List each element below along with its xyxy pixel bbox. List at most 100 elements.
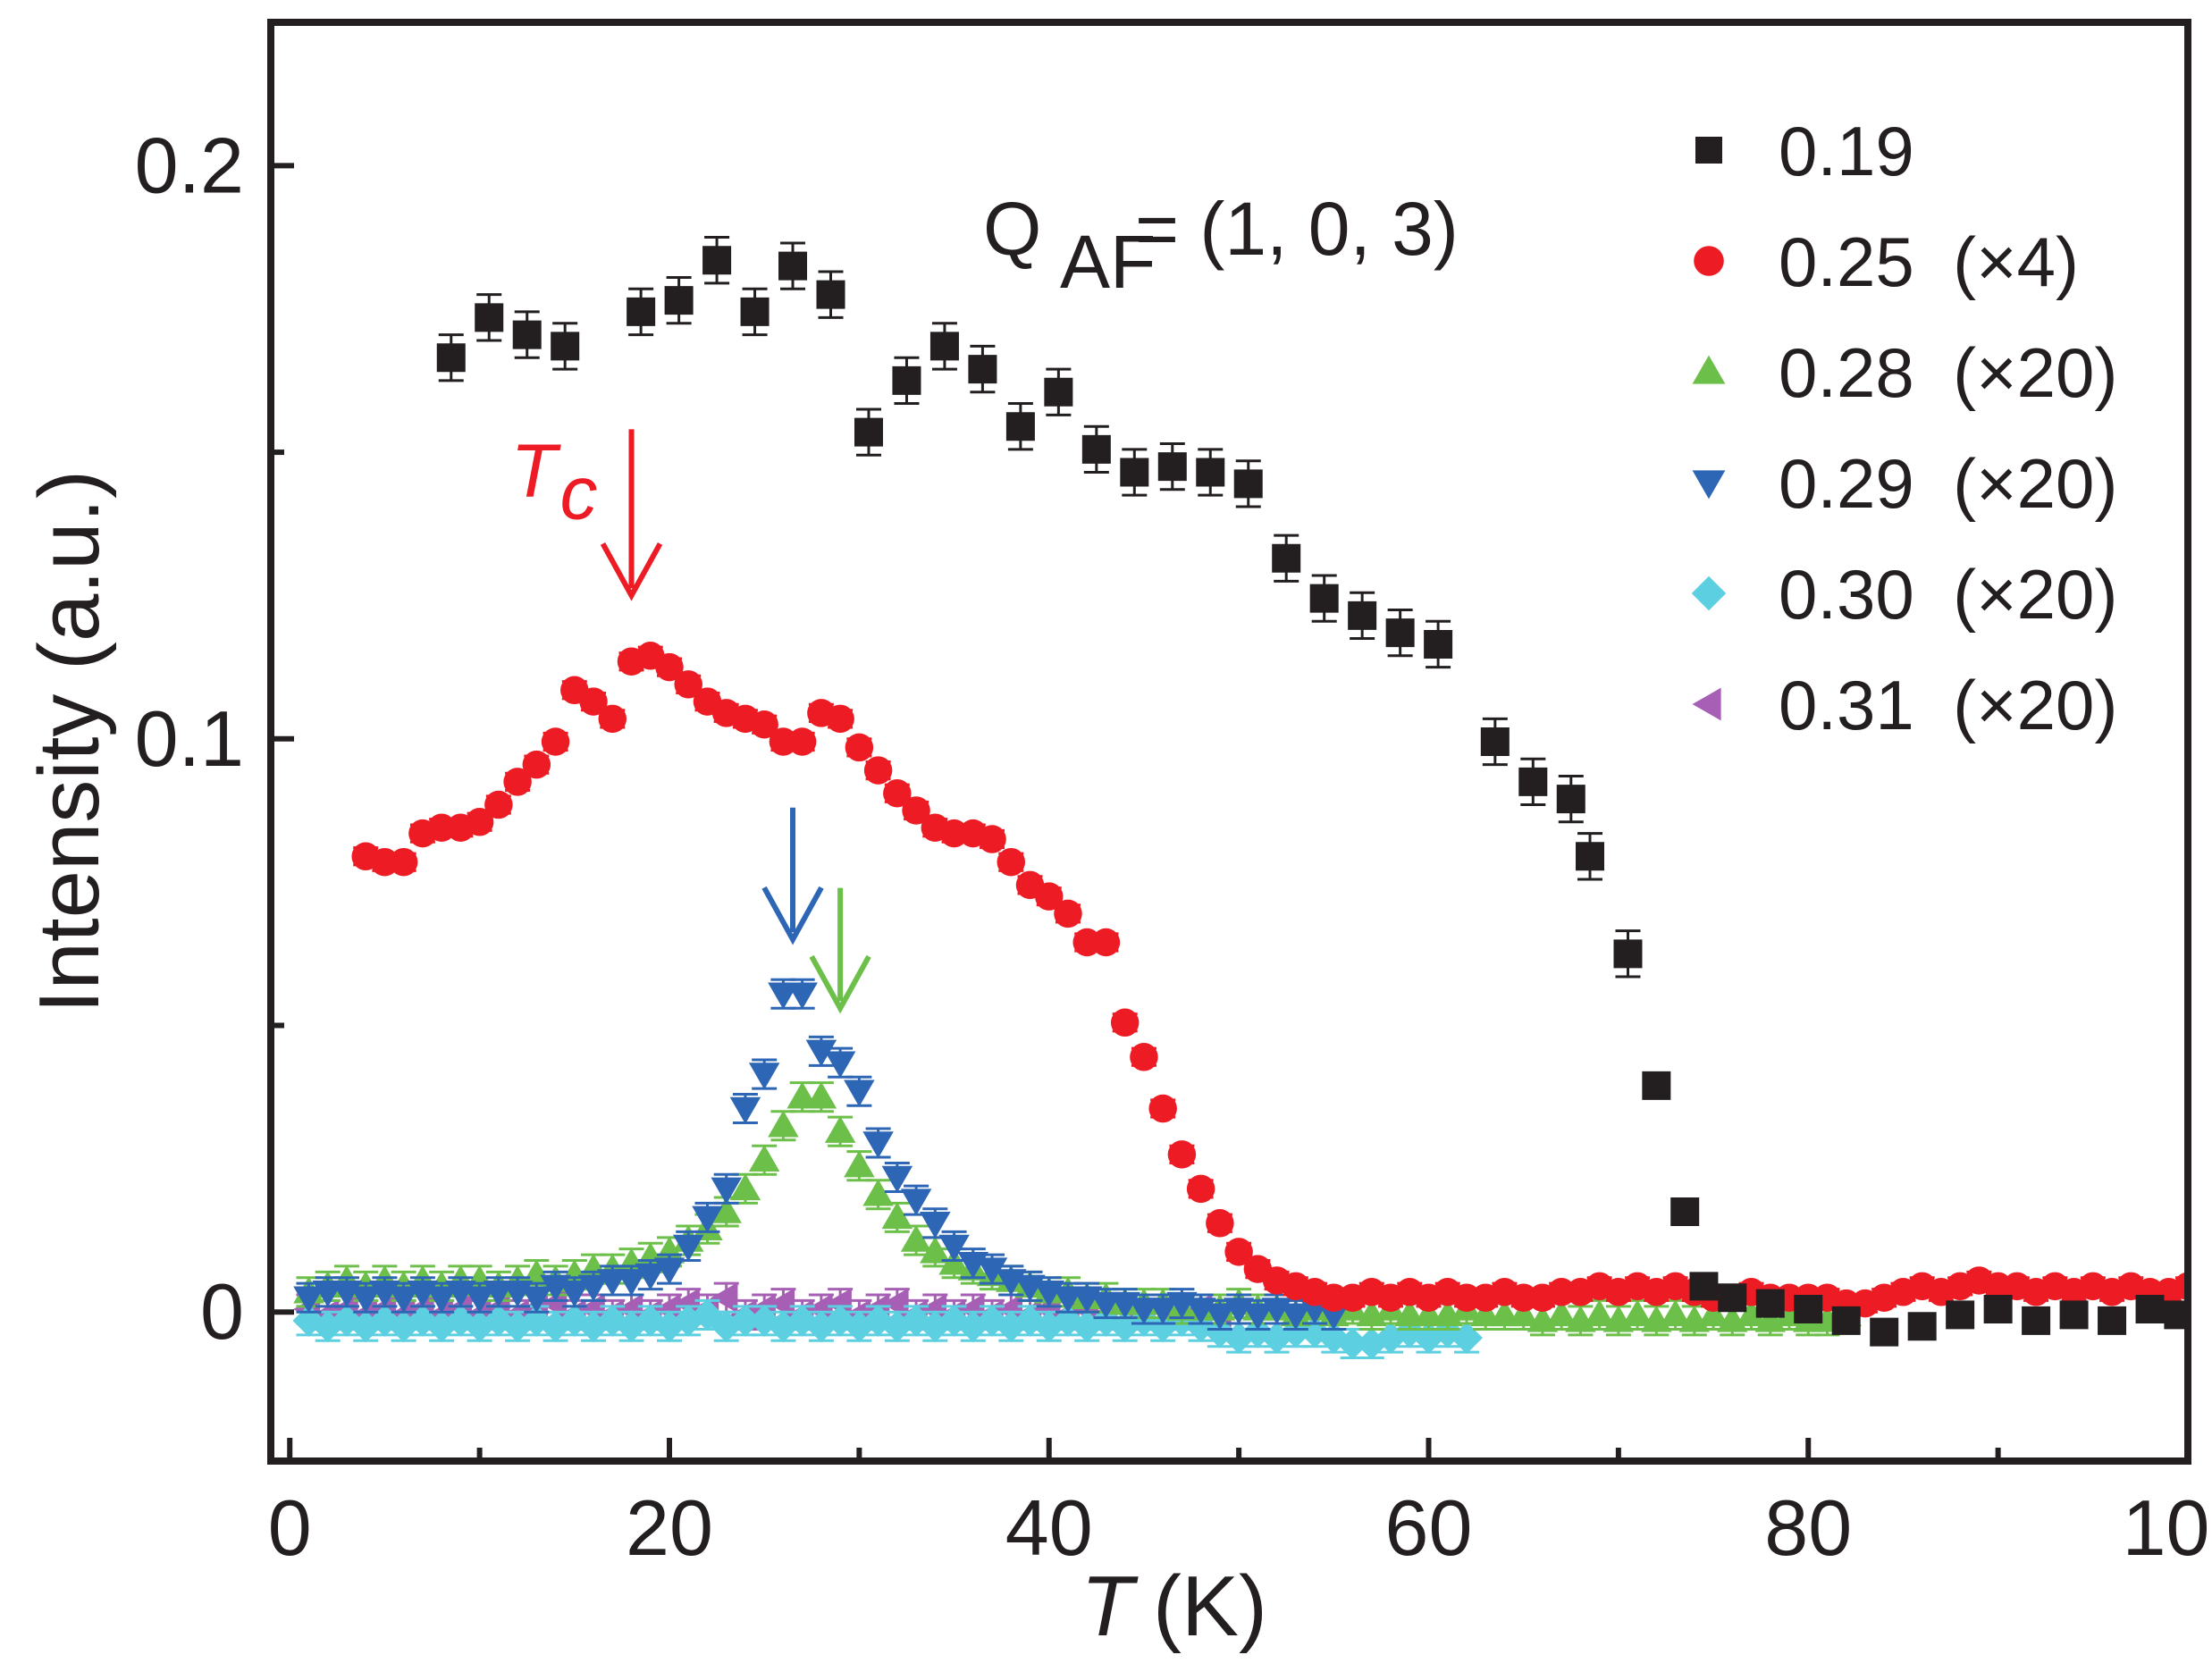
series-0.19 (436, 236, 2188, 1347)
arrow-head (761, 886, 824, 945)
arrow-head (809, 954, 871, 1014)
data-point (883, 778, 912, 808)
data-point (475, 303, 504, 332)
data-point (388, 1286, 419, 1314)
legend-marker (1694, 246, 1724, 276)
data-point (748, 1144, 780, 1172)
data-point (1660, 1299, 1691, 1327)
data-point (1120, 458, 1149, 487)
data-point (1545, 1299, 1577, 1327)
data-point (1508, 1299, 1539, 1327)
data-point (1621, 1299, 1653, 1327)
data-point (1318, 1303, 1350, 1331)
data-point (1983, 1295, 2013, 1324)
data-point (653, 1236, 685, 1264)
data-point (711, 1281, 738, 1314)
arrow-2 (809, 887, 871, 1014)
data-point (655, 652, 684, 682)
q-annotation-subscript: AF (1060, 220, 1156, 304)
data-point (635, 1263, 667, 1290)
x-tick-label: 100 (2123, 1483, 2212, 1572)
data-point (2022, 1306, 2051, 1335)
legend-label: 0.25 (×4) (1779, 223, 2079, 301)
data-point (1697, 1299, 1729, 1327)
data-point (1670, 1197, 1700, 1226)
data-point (702, 246, 732, 275)
data-point (674, 670, 702, 699)
data-point (892, 365, 921, 395)
data-point (997, 847, 1026, 877)
plot-frame (267, 19, 2191, 1465)
data-point (1204, 1303, 1236, 1331)
data-point (729, 1173, 761, 1201)
legend-label: 0.31 (×20) (1779, 666, 2117, 744)
data-point (1336, 1327, 1369, 1360)
data-point (672, 1234, 704, 1262)
x-tick-label: 0 (268, 1483, 312, 1572)
q-annotation-rest: = (1, 0, 3) (1135, 187, 1459, 271)
data-point (577, 1274, 610, 1302)
data-point (938, 1234, 970, 1262)
data-point (902, 796, 930, 825)
data-point (805, 1081, 837, 1109)
y-tick-label: 0.2 (135, 121, 244, 209)
tc-label: T (511, 428, 562, 512)
data-point (881, 1165, 913, 1193)
data-point (1147, 1298, 1179, 1325)
x-axis: 0 20 40 60 80 100 (268, 1438, 2212, 1572)
data-point (729, 1096, 761, 1124)
data-point (2135, 1295, 2165, 1324)
data-point (740, 297, 770, 326)
data-point (711, 1196, 742, 1223)
data-point (863, 756, 893, 785)
data-point (976, 1257, 1008, 1285)
data-point (881, 1202, 913, 1230)
data-point (551, 332, 580, 361)
legend-entry: 0.31 (×20) (1692, 666, 2117, 744)
data-point (1870, 1317, 1899, 1347)
data-point (1576, 842, 1605, 871)
legend-entry: 0.30 (×20) (1691, 555, 2117, 634)
series-layer (292, 236, 2188, 1360)
data-point (522, 750, 551, 779)
series-0.29 (293, 978, 1350, 1331)
data-point (1044, 377, 1073, 407)
data-point (1309, 584, 1339, 613)
data-point (816, 280, 845, 309)
data-point (786, 982, 818, 1010)
legend: 0.19 0.25 (×4) 0.28 (×20) 0.29 (×20) 0.30 (×… (1691, 112, 2117, 744)
legend-label: 0.19 (1779, 112, 1914, 190)
x-tick-label: 60 (1385, 1483, 1473, 1572)
data-point (1794, 1295, 1823, 1324)
y-axis-title: Intensity (a.u.) (21, 470, 117, 1013)
data-point (1110, 1008, 1140, 1037)
data-point (1186, 1174, 1215, 1204)
data-point (1091, 928, 1121, 957)
data-point (1005, 412, 1035, 441)
legend-label: 0.28 (×20) (1779, 333, 2117, 412)
y-axis: 0 0.1 0.2 (135, 121, 294, 1356)
data-point (2098, 1306, 2127, 1335)
data-point (844, 1150, 875, 1178)
data-point (1054, 899, 1082, 928)
data-point (1718, 1283, 1747, 1313)
data-point (787, 727, 817, 756)
data-point (1224, 1238, 1253, 1266)
data-point (598, 704, 627, 734)
legend-entry: 0.25 (×4) (1694, 223, 2079, 301)
legend-entry: 0.28 (×20) (1692, 333, 2117, 412)
legend-marker (1695, 137, 1722, 164)
y-tick-label: 0 (200, 1267, 244, 1356)
data-point (1167, 1140, 1197, 1169)
legend-label: 0.29 (×20) (1779, 444, 2117, 523)
data-point (1424, 629, 1453, 659)
data-point (1831, 1306, 1861, 1335)
x-tick-label: 20 (626, 1483, 713, 1572)
data-point (920, 1236, 951, 1264)
data-point (521, 1286, 552, 1314)
data-point (465, 808, 494, 836)
legend-marker (1692, 687, 1721, 721)
data-point (627, 297, 656, 326)
data-point (750, 710, 778, 739)
